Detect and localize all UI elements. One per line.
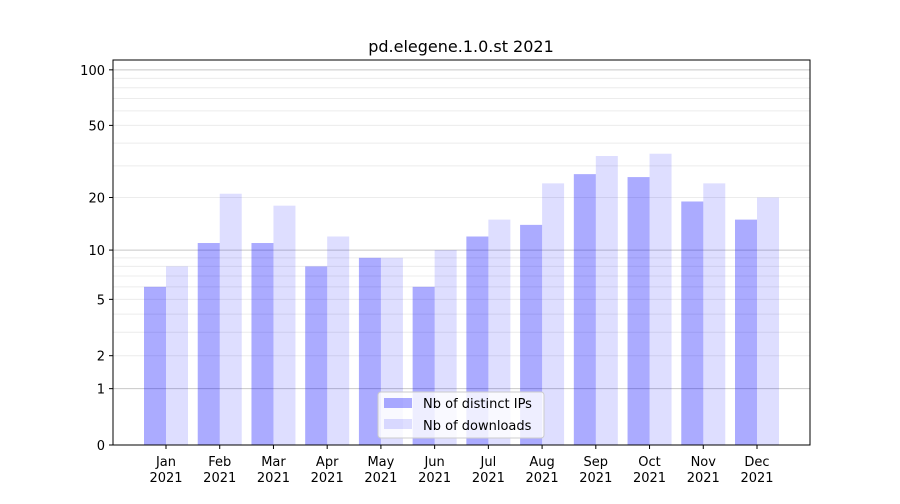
x-tick-label: Nov (691, 455, 717, 470)
bar-distinct-ips (735, 219, 757, 445)
x-tick-label: Dec (744, 455, 769, 470)
x-tick-label: 2021 (149, 471, 182, 486)
x-tick-label: 2021 (257, 471, 290, 486)
x-tick-label: 2021 (740, 471, 773, 486)
chart-title: pd.elegene.1.0.st 2021 (368, 37, 554, 56)
bar-downloads (219, 193, 242, 445)
plot-frame (112, 59, 811, 446)
bar-distinct-ips (358, 257, 381, 445)
x-tick-label: 2021 (633, 471, 666, 486)
bar-distinct-ips (144, 286, 166, 445)
y-tick-label: 100 (80, 64, 105, 79)
bar-distinct-ips (251, 243, 274, 445)
x-tick-label: Jun (423, 455, 444, 470)
x-tick-label: 2021 (687, 471, 720, 486)
legend-box (377, 391, 545, 439)
bar-downloads (327, 236, 350, 445)
bar-downloads (542, 183, 565, 445)
bar-downloads (649, 153, 672, 446)
x-tick-label: Jul (480, 455, 497, 470)
bar-distinct-ips (197, 243, 220, 445)
y-tick-label: 50 (88, 119, 105, 134)
x-tick-label: Aug (529, 455, 554, 470)
x-tick-label: 2021 (311, 471, 344, 486)
bar-downloads (703, 183, 726, 445)
x-tick-label: May (367, 455, 394, 470)
bar-downloads (166, 266, 188, 445)
y-tick-label: 10 (88, 244, 105, 259)
x-tick-label: Jan (155, 455, 176, 470)
legend-swatch-downloads (384, 419, 412, 429)
bar-distinct-ips (627, 177, 650, 445)
x-tick-label: 2021 (364, 471, 397, 486)
legend-label-ips: Nb of distinct IPs (423, 397, 532, 412)
bar-distinct-ips (573, 174, 596, 445)
y-tick-label: 1 (97, 383, 105, 398)
x-tick-label: 2021 (579, 471, 612, 486)
bar-downloads (757, 197, 779, 445)
x-tick-label: Apr (316, 455, 339, 470)
x-tick-label: Mar (261, 455, 286, 470)
y-tick-label: 0 (97, 439, 105, 454)
bar-downloads (273, 205, 296, 445)
y-tick-label: 2 (97, 350, 105, 365)
bar-distinct-ips (305, 266, 328, 445)
x-tick-label: Feb (208, 455, 231, 470)
x-tick-label: 2021 (418, 471, 451, 486)
x-tick-label: 2021 (203, 471, 236, 486)
legend-label-downloads: Nb of downloads (423, 419, 532, 434)
x-tick-label: Oct (638, 455, 660, 470)
x-tick-label: 2021 (472, 471, 505, 486)
bar-distinct-ips (520, 224, 543, 445)
bar-downloads (488, 219, 511, 445)
x-tick-label: 2021 (526, 471, 559, 486)
bar-distinct-ips (681, 201, 704, 445)
y-tick-label: 20 (88, 192, 105, 207)
bar-downloads (595, 155, 618, 446)
legend-swatch-ips (384, 398, 412, 408)
y-tick-label: 5 (97, 293, 105, 308)
legend: Nb of distinct IPs Nb of downloads (377, 391, 545, 439)
x-tick-label: Sep (584, 455, 609, 470)
